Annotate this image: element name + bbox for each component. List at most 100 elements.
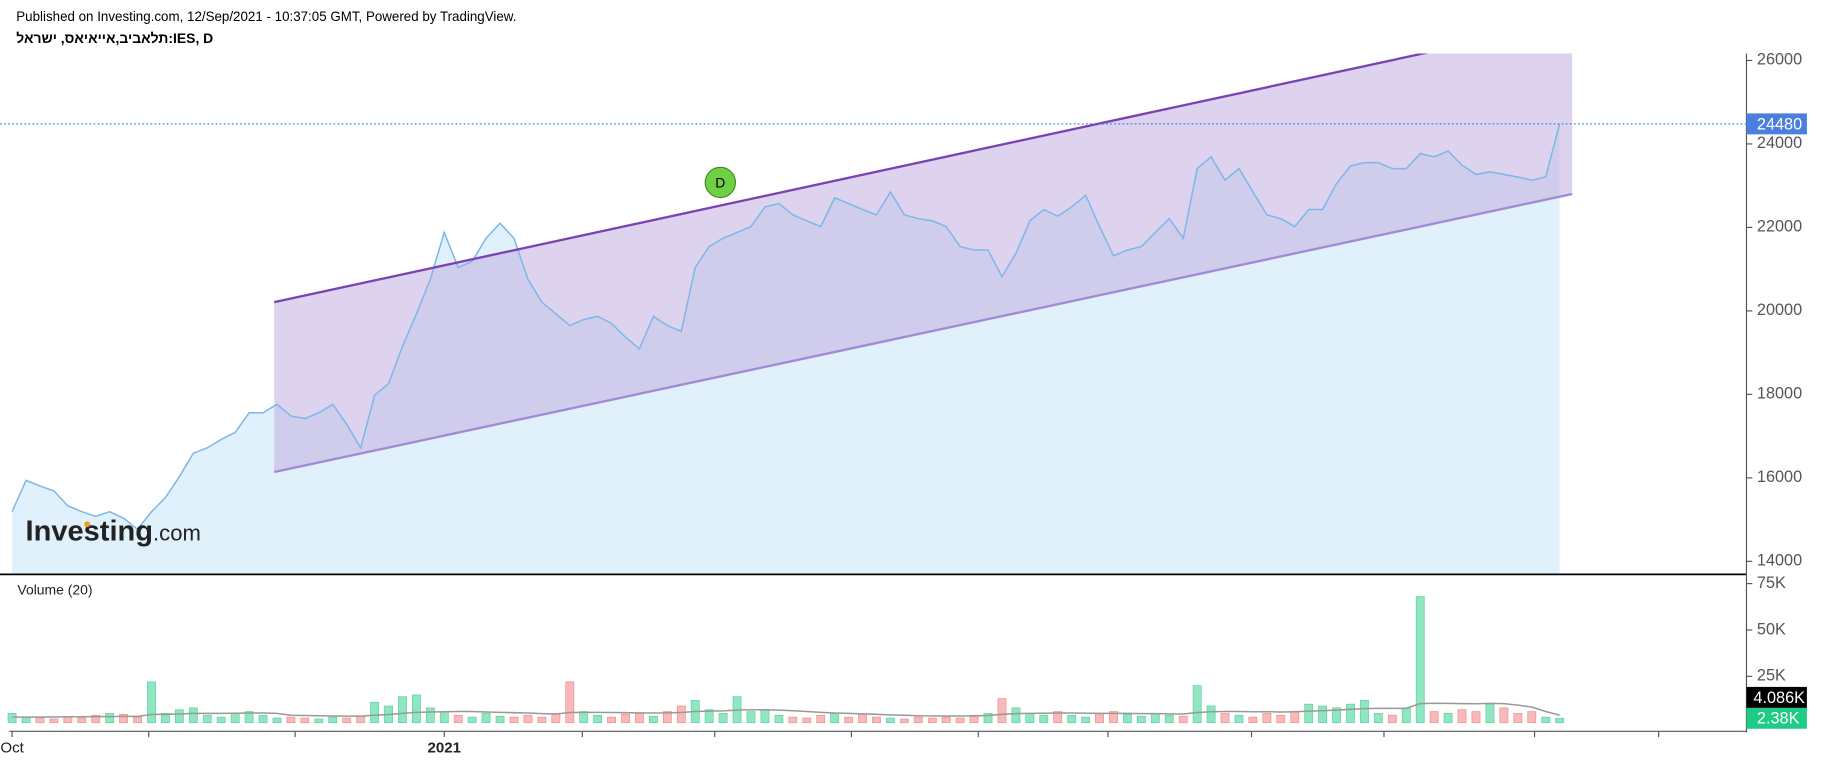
volume-bar	[1471, 711, 1481, 724]
volume-bar	[635, 713, 644, 724]
volume-bar	[1415, 596, 1425, 724]
last-ma-label: 4.086K	[1753, 689, 1805, 707]
volume-bar	[1401, 707, 1411, 724]
volume-bar	[551, 713, 561, 724]
volume-bar	[1387, 714, 1397, 724]
volume-title: Volume (20)	[17, 581, 92, 597]
last-price-label: 24480	[1757, 115, 1802, 133]
volume-bar	[481, 713, 491, 724]
volume-bar	[788, 716, 798, 724]
volume-bar	[147, 681, 156, 724]
volume-bar	[258, 714, 268, 724]
volume-bar	[760, 709, 770, 724]
volume-bar	[537, 716, 547, 724]
volume-bar	[1346, 703, 1355, 724]
volume-bar	[467, 716, 477, 724]
volume-bar	[844, 716, 854, 724]
volume-bar	[244, 711, 254, 724]
volume-pane	[7, 596, 1565, 724]
volume-bar	[398, 696, 407, 724]
volume-bar	[1109, 711, 1118, 724]
volume-bar	[1457, 709, 1467, 724]
volume-bar	[1443, 713, 1453, 724]
volume-bar	[816, 714, 826, 724]
volume-bar	[1164, 714, 1174, 724]
volume-bar	[718, 713, 728, 724]
volume-bar	[523, 714, 533, 724]
volume-bar	[439, 711, 449, 724]
volume-bar	[105, 713, 115, 724]
volume-bar	[1429, 711, 1439, 724]
volume-ma-line	[12, 702, 1560, 718]
volume-bar	[830, 713, 840, 724]
volume-bar	[1095, 713, 1104, 724]
volume-bar	[1248, 716, 1258, 724]
volume-bar	[1541, 716, 1551, 724]
volume-bar	[133, 716, 142, 724]
volume-bar	[495, 715, 505, 724]
volume-bar	[886, 717, 895, 724]
volume-bar	[983, 713, 993, 724]
volume-bar	[174, 709, 184, 724]
volume-bar	[593, 714, 603, 724]
volume-bar	[899, 718, 909, 724]
volume-bar	[913, 716, 923, 724]
volume-bar	[607, 716, 617, 724]
volume-bar	[941, 716, 951, 724]
volume-bar	[1220, 713, 1230, 724]
volume-bar	[453, 714, 463, 724]
y-tick-label: 20000	[1757, 301, 1802, 319]
volume-bar	[621, 714, 630, 724]
volume-bar	[1123, 714, 1132, 724]
volume-bar	[230, 713, 240, 724]
volume-bar	[1025, 713, 1035, 724]
volume-bar	[216, 716, 226, 724]
volume-bar	[1304, 703, 1314, 724]
volume-bar	[1513, 713, 1523, 724]
y-tick-label: 50K	[1757, 620, 1786, 638]
price-line	[11, 123, 1561, 531]
last-ma-box	[1746, 686, 1807, 708]
volume-bar	[161, 713, 170, 724]
volume-bar	[1206, 705, 1216, 724]
volume-bar	[1067, 714, 1077, 724]
volume-bar	[202, 714, 212, 724]
published-note: Published on Investing.com, 12/Sep/2021 …	[16, 9, 516, 24]
volume-bar	[1527, 711, 1537, 724]
volume-bar	[49, 718, 59, 724]
volume-bar	[342, 717, 352, 724]
volume-bar	[872, 716, 881, 724]
price-pane: D	[11, 53, 1573, 574]
last-price-box	[1746, 113, 1807, 135]
last-volume-label: 2.38K	[1757, 710, 1800, 728]
volume-bar	[649, 715, 658, 724]
volume-bar	[1290, 711, 1300, 724]
volume-bar	[119, 714, 129, 724]
x-tick-label: 2021	[428, 740, 462, 757]
volume-bar	[1499, 707, 1509, 724]
logo-dot	[84, 521, 91, 528]
volume-bar	[91, 714, 101, 724]
volume-bar	[35, 717, 45, 724]
event-label: D	[715, 174, 725, 190]
volume-bar	[1150, 713, 1160, 724]
volume-bar	[1136, 715, 1146, 724]
volume-bar	[1011, 707, 1021, 724]
x-tick-label: Oct	[0, 740, 24, 757]
volume-bar	[676, 705, 686, 724]
volume-bar	[1053, 711, 1063, 724]
volume-bar	[1555, 717, 1565, 724]
volume-bar	[1360, 700, 1369, 724]
volume-bar	[425, 707, 435, 724]
volume-bar	[328, 716, 338, 724]
volume-bar	[370, 701, 379, 724]
volume-bar	[579, 711, 589, 724]
volume-bar	[1262, 713, 1272, 724]
volume-bar	[1081, 716, 1091, 724]
logo-suffix: .com	[153, 521, 201, 546]
channel-fill	[274, 53, 1573, 473]
volume-bar	[1332, 707, 1341, 724]
volume-bar	[997, 698, 1007, 724]
last-volume-box	[1746, 707, 1807, 729]
